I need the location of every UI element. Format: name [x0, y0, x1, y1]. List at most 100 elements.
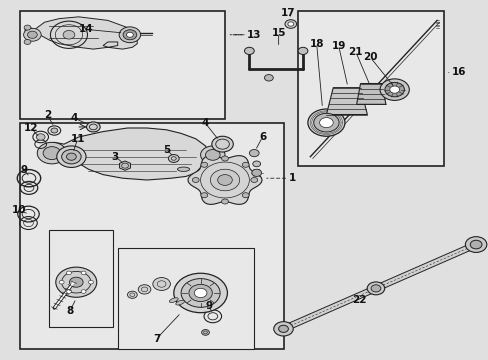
Circle shape	[51, 128, 58, 133]
Polygon shape	[188, 156, 262, 204]
Circle shape	[201, 329, 209, 335]
Bar	[20, 12, 224, 119]
Bar	[20, 123, 283, 348]
Text: 22: 22	[351, 295, 366, 305]
Polygon shape	[49, 128, 210, 180]
Circle shape	[307, 109, 344, 136]
Text: 18: 18	[309, 39, 323, 49]
Text: 5: 5	[163, 144, 170, 154]
Circle shape	[249, 149, 259, 157]
Circle shape	[127, 291, 137, 298]
Circle shape	[59, 280, 64, 284]
Circle shape	[264, 75, 273, 81]
Circle shape	[63, 31, 75, 39]
Circle shape	[252, 161, 260, 167]
Circle shape	[370, 285, 380, 292]
Circle shape	[211, 136, 233, 152]
Text: 14: 14	[79, 24, 93, 35]
Circle shape	[66, 290, 71, 293]
Text: 16: 16	[451, 67, 465, 77]
Text: 17: 17	[281, 8, 295, 18]
Circle shape	[465, 237, 486, 252]
Ellipse shape	[177, 167, 189, 171]
Text: 15: 15	[271, 28, 285, 38]
Circle shape	[81, 290, 86, 293]
Circle shape	[88, 280, 93, 284]
Circle shape	[384, 82, 404, 97]
Circle shape	[138, 285, 151, 294]
Circle shape	[210, 169, 239, 191]
Circle shape	[24, 25, 31, 30]
Circle shape	[242, 193, 248, 198]
Circle shape	[469, 240, 481, 249]
Polygon shape	[326, 87, 366, 114]
Text: 13: 13	[246, 30, 261, 40]
Circle shape	[201, 162, 207, 167]
Bar	[298, 12, 444, 166]
Circle shape	[56, 267, 97, 297]
Text: 6: 6	[258, 132, 265, 142]
Polygon shape	[119, 161, 130, 170]
Circle shape	[192, 177, 199, 183]
Circle shape	[205, 149, 220, 160]
Bar	[49, 230, 113, 327]
Circle shape	[251, 169, 261, 176]
Circle shape	[221, 156, 228, 161]
Text: 19: 19	[331, 41, 345, 50]
Circle shape	[69, 277, 83, 287]
Circle shape	[61, 149, 81, 164]
Circle shape	[81, 271, 86, 275]
Circle shape	[181, 279, 220, 307]
Bar	[118, 248, 254, 348]
Polygon shape	[25, 17, 137, 49]
Circle shape	[188, 284, 212, 302]
Text: 8: 8	[66, 306, 73, 316]
Ellipse shape	[169, 298, 178, 302]
Circle shape	[273, 321, 293, 336]
Circle shape	[153, 278, 170, 291]
Text: 20: 20	[362, 52, 377, 62]
Circle shape	[285, 20, 296, 28]
Text: 9: 9	[205, 301, 212, 311]
Polygon shape	[281, 242, 477, 331]
Text: 12: 12	[23, 123, 38, 133]
Circle shape	[278, 325, 288, 332]
Circle shape	[217, 175, 232, 185]
Text: 10: 10	[12, 206, 26, 216]
Text: 4: 4	[202, 118, 209, 128]
Text: 1: 1	[288, 173, 295, 183]
Circle shape	[86, 122, 100, 132]
Circle shape	[244, 47, 254, 54]
Circle shape	[201, 193, 207, 198]
Circle shape	[36, 134, 45, 140]
Text: 9: 9	[20, 165, 28, 175]
Circle shape	[200, 146, 224, 164]
Circle shape	[173, 273, 227, 313]
Ellipse shape	[175, 300, 184, 305]
Circle shape	[37, 142, 66, 164]
Circle shape	[23, 28, 41, 41]
Circle shape	[123, 30, 137, 40]
Circle shape	[287, 22, 293, 26]
Circle shape	[126, 32, 133, 37]
Circle shape	[194, 288, 206, 298]
Circle shape	[221, 199, 228, 204]
Text: 21: 21	[348, 46, 362, 57]
Text: 2: 2	[44, 111, 51, 121]
Circle shape	[366, 282, 384, 295]
Circle shape	[66, 153, 76, 160]
Polygon shape	[356, 84, 385, 104]
Circle shape	[24, 40, 31, 44]
Text: 4: 4	[70, 113, 78, 123]
Circle shape	[57, 146, 86, 167]
Circle shape	[298, 47, 307, 54]
Circle shape	[27, 31, 37, 39]
Circle shape	[389, 86, 399, 93]
Circle shape	[313, 113, 338, 132]
Circle shape	[119, 27, 141, 42]
Text: 7: 7	[153, 333, 160, 343]
Circle shape	[168, 154, 179, 162]
Text: 11: 11	[70, 134, 85, 144]
Circle shape	[242, 162, 248, 167]
Circle shape	[66, 271, 71, 275]
